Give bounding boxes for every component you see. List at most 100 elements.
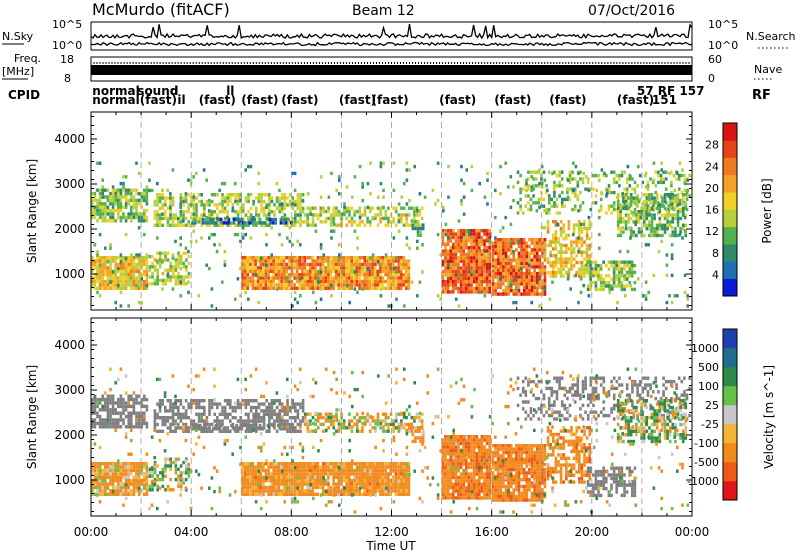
power-cell <box>478 280 481 284</box>
power-cell <box>172 271 175 276</box>
velocity-cell <box>179 488 183 492</box>
power-cell <box>619 213 623 217</box>
velocity-cell <box>267 462 270 466</box>
power-cell <box>546 220 550 224</box>
power-cell <box>306 262 309 267</box>
power-cell <box>135 276 138 280</box>
velocity-cell <box>203 409 206 413</box>
power-cell <box>620 274 624 278</box>
power-cell <box>174 239 177 244</box>
power-cell <box>373 262 377 267</box>
power-cell <box>153 216 157 221</box>
power-cell <box>588 223 591 227</box>
velocity-cell <box>272 479 275 483</box>
power-cell <box>96 266 99 270</box>
power-cell <box>478 246 481 250</box>
velocity-cell <box>177 474 180 478</box>
velocity-cell <box>265 429 268 433</box>
power-cell <box>618 184 621 188</box>
power-cell <box>566 277 570 281</box>
power-cell <box>294 210 297 214</box>
power-cell <box>298 259 301 263</box>
power-cell <box>522 272 526 276</box>
velocity-cell <box>337 475 340 479</box>
power-cell <box>219 221 223 225</box>
power-cell <box>161 188 164 193</box>
power-cell <box>517 261 521 266</box>
velocity-cell <box>104 404 107 409</box>
power-cell <box>345 283 349 288</box>
power-cell <box>91 256 94 260</box>
velocity-cell <box>290 468 294 473</box>
power-cell <box>201 221 205 225</box>
velocity-cell <box>98 421 102 426</box>
power-cell <box>621 192 624 196</box>
power-cell <box>637 277 640 281</box>
power-cell <box>515 275 518 279</box>
velocity-cell <box>124 401 128 405</box>
power-cell <box>452 229 455 233</box>
power-cell <box>317 277 320 281</box>
power-cell <box>386 283 390 287</box>
power-cell <box>153 265 157 269</box>
power-cell <box>557 257 560 261</box>
power-cell <box>562 257 565 261</box>
power-cell <box>275 273 278 277</box>
power-cell <box>347 273 351 277</box>
power-cell <box>130 286 133 290</box>
power-cell <box>677 187 681 191</box>
power-cell <box>462 249 465 253</box>
velocity-cell <box>130 472 133 476</box>
power-cell <box>481 249 484 254</box>
velocity-cell <box>143 394 146 398</box>
power-cell <box>507 275 510 279</box>
power-cell <box>638 197 642 202</box>
velocity-cell <box>275 492 278 496</box>
power-cell <box>567 257 571 261</box>
power-cell <box>457 235 460 240</box>
power-cell <box>459 266 463 270</box>
power-cell <box>627 203 630 207</box>
power-cell <box>340 220 343 224</box>
power-cell <box>565 237 568 241</box>
velocity-cell <box>311 482 314 486</box>
power-cell <box>368 223 372 227</box>
velocity-cell <box>208 429 211 433</box>
power-cell <box>616 193 620 197</box>
power-cell <box>618 249 622 254</box>
velocity-cell <box>190 402 193 406</box>
power-cell <box>117 212 120 216</box>
velocity-cell <box>246 485 249 490</box>
power-cell <box>648 233 651 238</box>
power-cell <box>629 283 632 288</box>
power-cell <box>585 254 589 258</box>
power-cell <box>405 269 408 273</box>
velocity-cell <box>267 479 270 483</box>
power-cell <box>389 256 393 260</box>
power-cell <box>554 274 558 278</box>
power-cell <box>534 170 538 174</box>
velocity-cell <box>288 482 291 486</box>
velocity-cell <box>241 475 244 479</box>
power-cell <box>553 180 556 185</box>
velocity-cell <box>140 465 143 469</box>
power-cell <box>332 229 336 233</box>
power-cell <box>132 195 136 199</box>
power-cell <box>515 289 518 293</box>
power-cell <box>363 206 367 210</box>
power-cell <box>319 213 323 217</box>
power-cell <box>161 278 165 283</box>
velocity-cell <box>273 426 276 430</box>
velocity-cell <box>185 471 188 475</box>
power-cell <box>358 223 362 227</box>
power-cell <box>502 248 505 252</box>
velocity-cell <box>221 422 224 427</box>
power-cell <box>327 266 331 271</box>
velocity-cell <box>169 426 172 430</box>
power-cell <box>361 181 364 186</box>
velocity-cell <box>246 462 249 466</box>
noise-panel: N.Sky 10^5 10^0 10^5 10^0 N.Search <box>2 18 796 52</box>
power-cell <box>306 223 310 227</box>
power-cell <box>106 219 110 223</box>
velocity-cell <box>306 485 309 490</box>
